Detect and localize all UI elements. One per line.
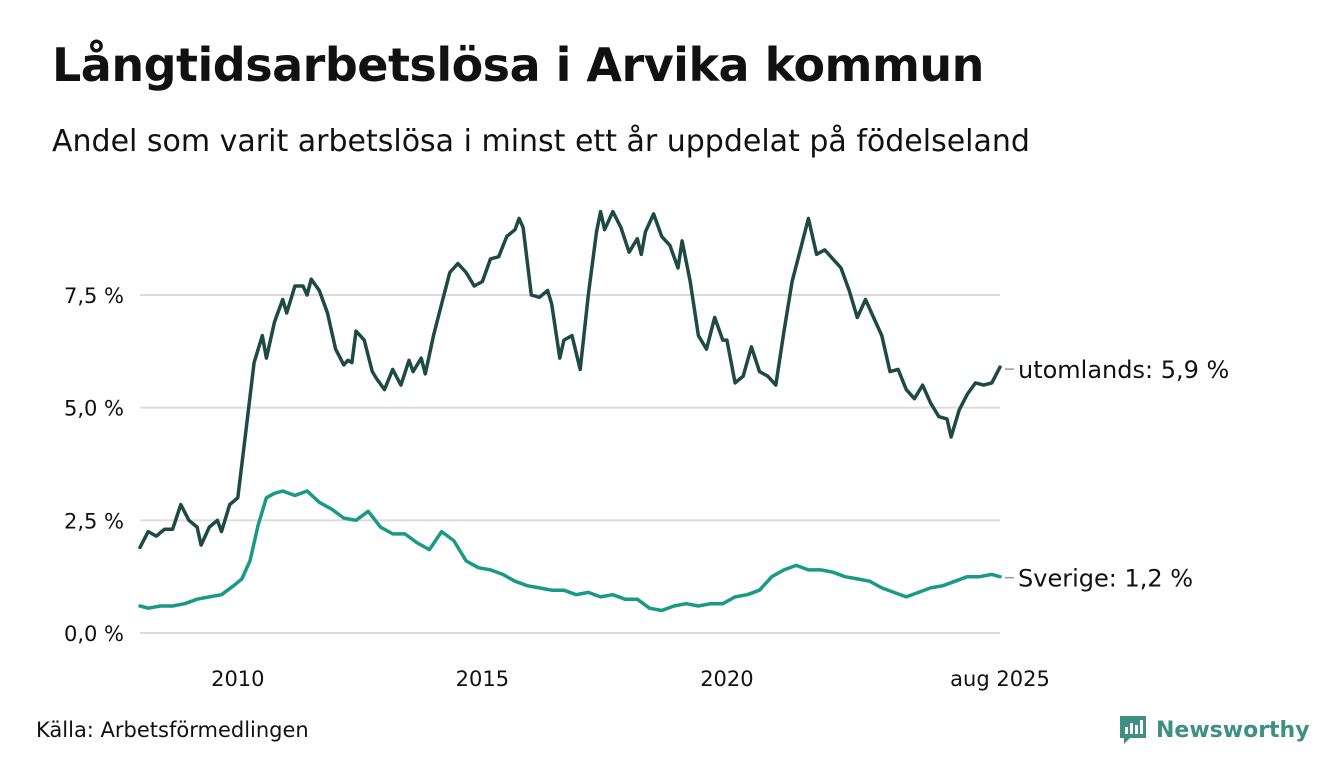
chart-subtitle: Andel som varit arbetslösa i minst ett å… — [52, 124, 1030, 159]
x-tick-label: 2015 — [456, 667, 509, 691]
series-line-utomlands — [138, 209, 1002, 550]
y-tick-label: 0,0 % — [64, 622, 124, 646]
y-tick-label: 5,0 % — [64, 397, 124, 421]
y-axis-labels: 0,0 % 2,5 % 5,0 % 7,5 % — [64, 284, 124, 646]
y-tick-label: 2,5 % — [64, 509, 124, 533]
x-tick-label: 2010 — [211, 667, 264, 691]
newsworthy-logo[interactable]: Newsworthy — [1118, 713, 1310, 747]
series-end-label-sverige: Sverige: 1,2 % — [1018, 565, 1193, 593]
x-tick-label: 2020 — [700, 667, 753, 691]
series-end-label-utomlands: utomlands: 5,9 % — [1018, 356, 1229, 384]
line-chart: 0,0 % 2,5 % 5,0 % 7,5 % 2010 2015 2020 aug 202… — [64, 209, 1229, 691]
chart-title: Långtidsarbetslösa i Arvika kommun — [52, 38, 984, 92]
series-lines — [138, 209, 1002, 613]
x-tick-label: aug 2025 — [950, 667, 1050, 691]
series-line-sverige — [138, 489, 1002, 613]
brand-label: Newsworthy — [1156, 717, 1310, 743]
newsworthy-icon — [1120, 716, 1146, 744]
source-note: Källa: Arbetsförmedlingen — [36, 718, 309, 742]
grid-lines — [140, 294, 1000, 634]
series-end-labels: utomlands: 5,9 % Sverige: 1,2 % — [1005, 356, 1229, 593]
y-tick-label: 7,5 % — [64, 284, 124, 308]
x-axis-labels: 2010 2015 2020 aug 2025 — [211, 667, 1050, 691]
